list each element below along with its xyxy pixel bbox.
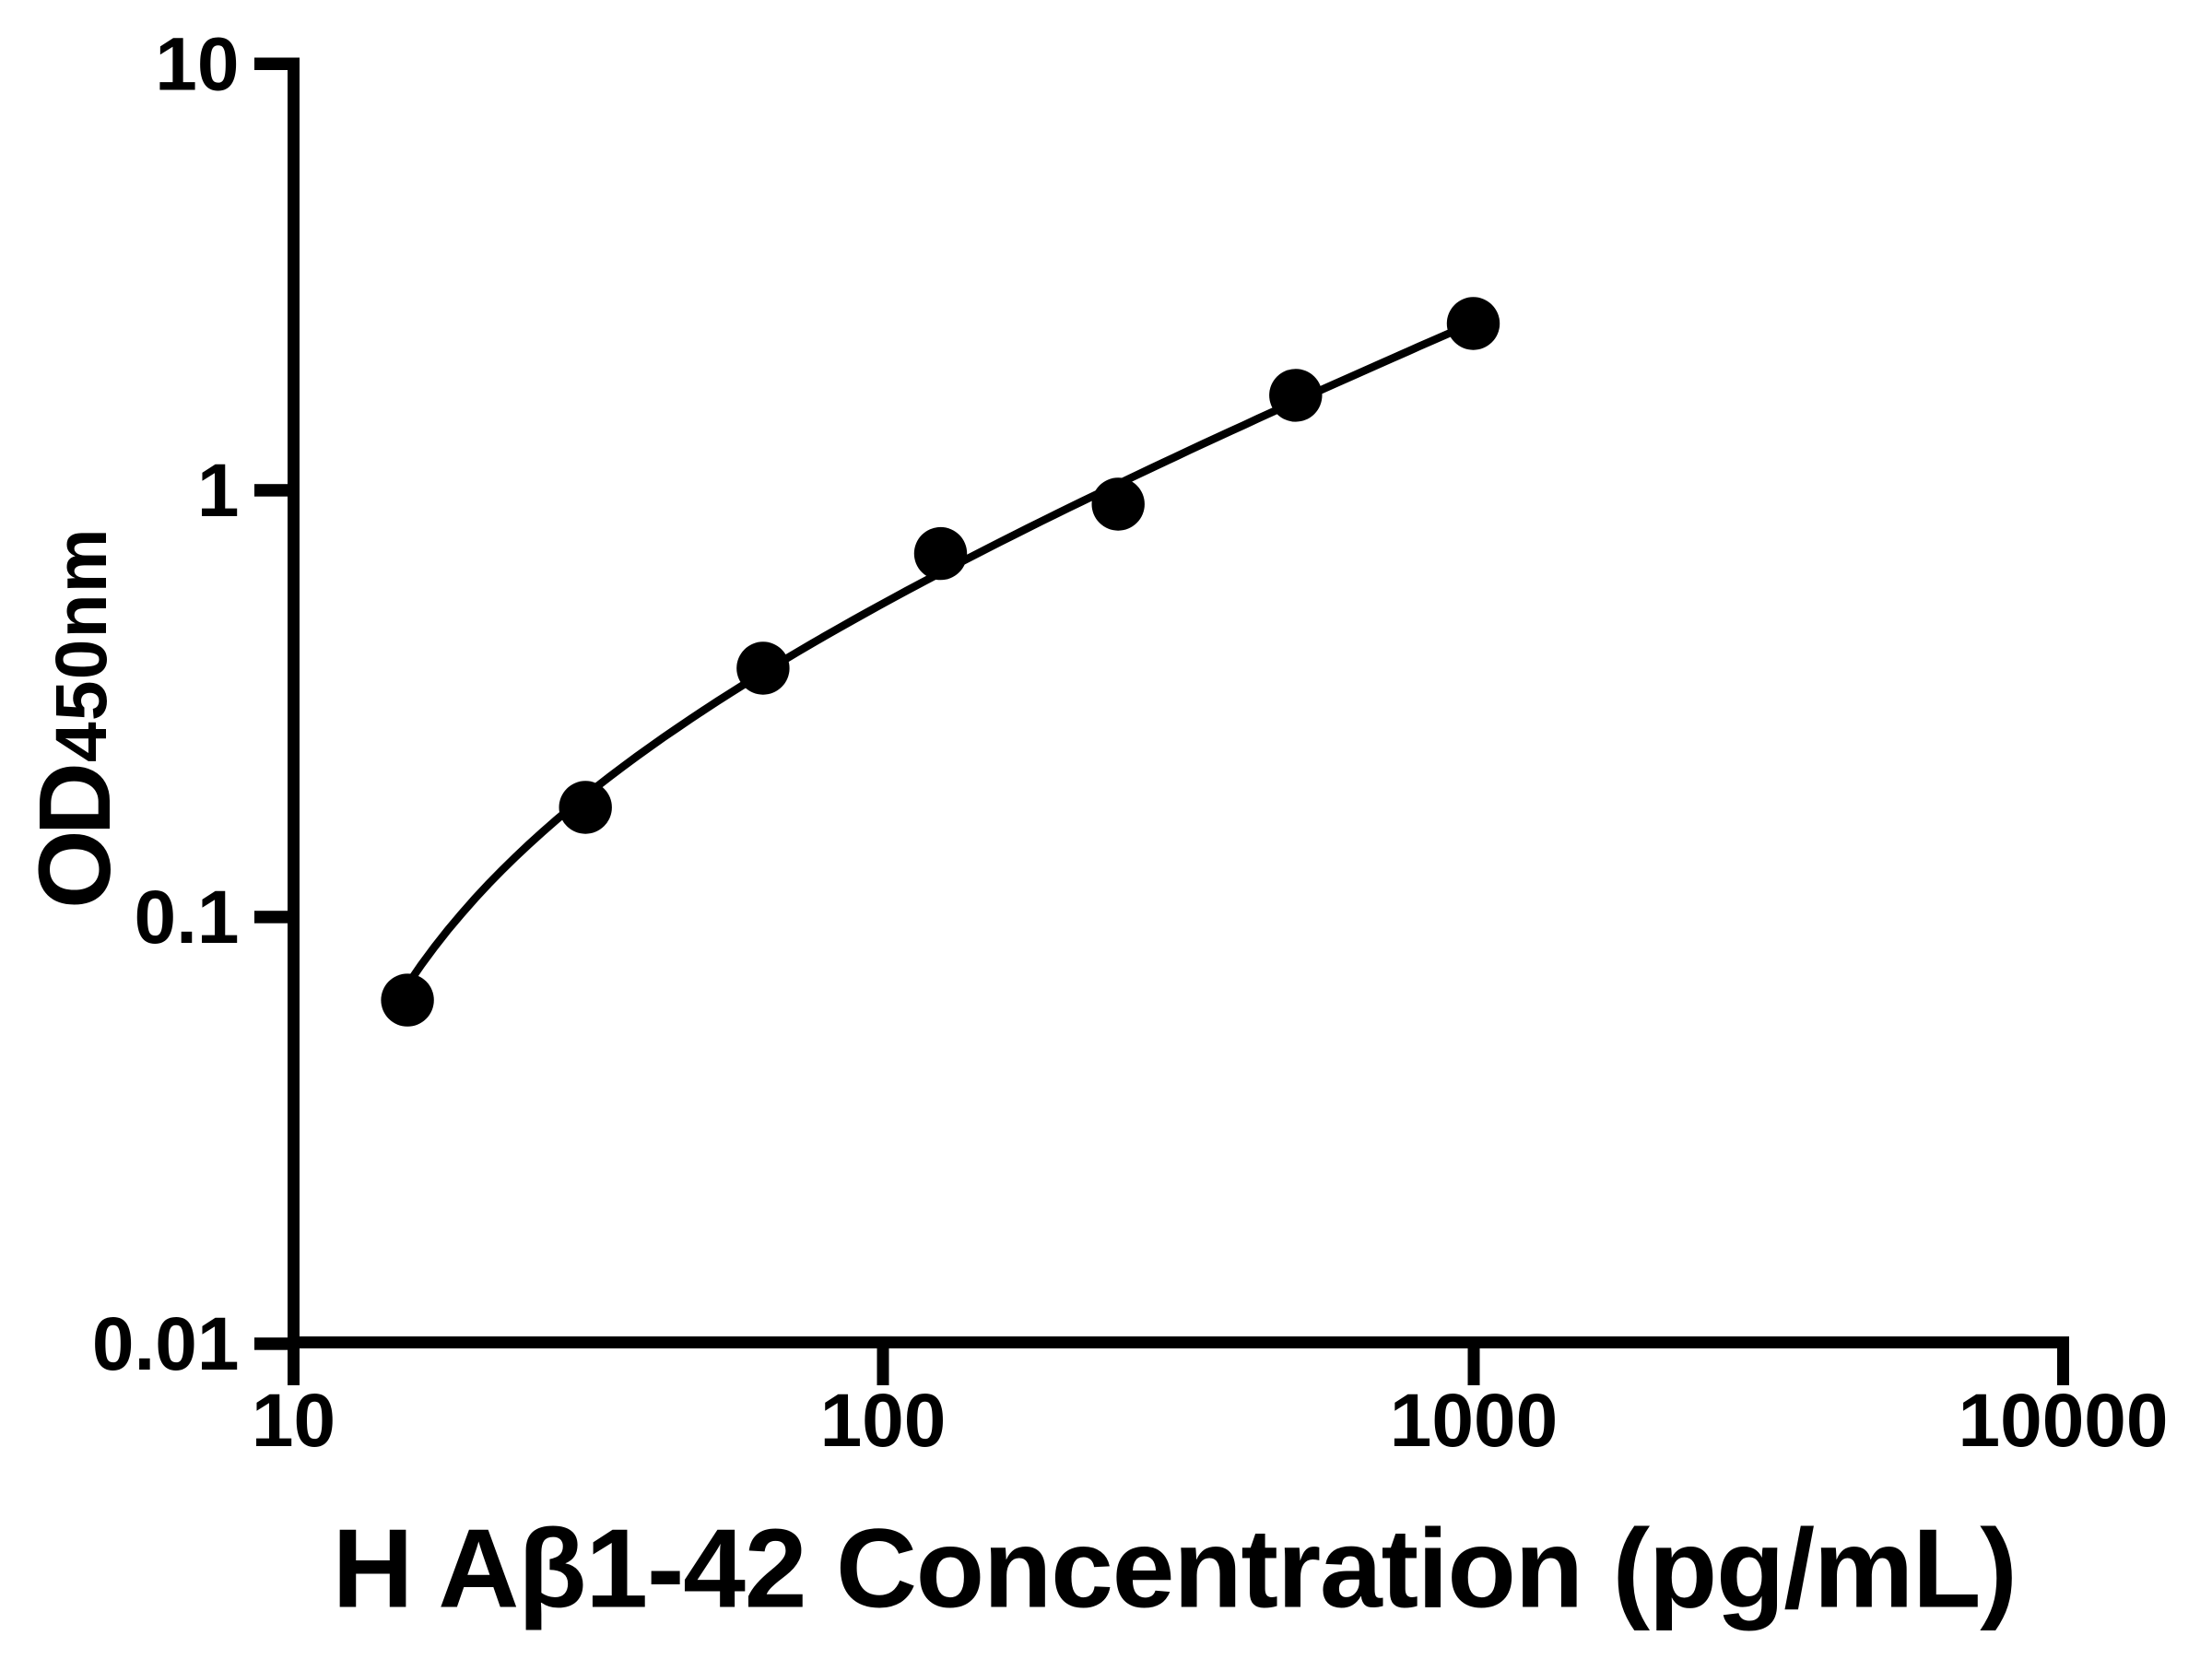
svg-text:0.1: 0.1: [135, 876, 240, 959]
svg-text:1000: 1000: [1390, 1379, 1558, 1463]
svg-text:100: 100: [820, 1379, 947, 1463]
svg-text:0.01: 0.01: [92, 1302, 240, 1386]
svg-text:10000: 10000: [1958, 1379, 2168, 1463]
svg-text:1: 1: [197, 449, 240, 533]
svg-text:10: 10: [252, 1379, 335, 1463]
svg-text:OD450nm: OD450nm: [18, 527, 132, 909]
svg-text:10: 10: [155, 23, 239, 107]
svg-text:H Aβ1-42 Concentration (pg/mL): H Aβ1-42 Concentration (pg/mL): [332, 1505, 2016, 1630]
